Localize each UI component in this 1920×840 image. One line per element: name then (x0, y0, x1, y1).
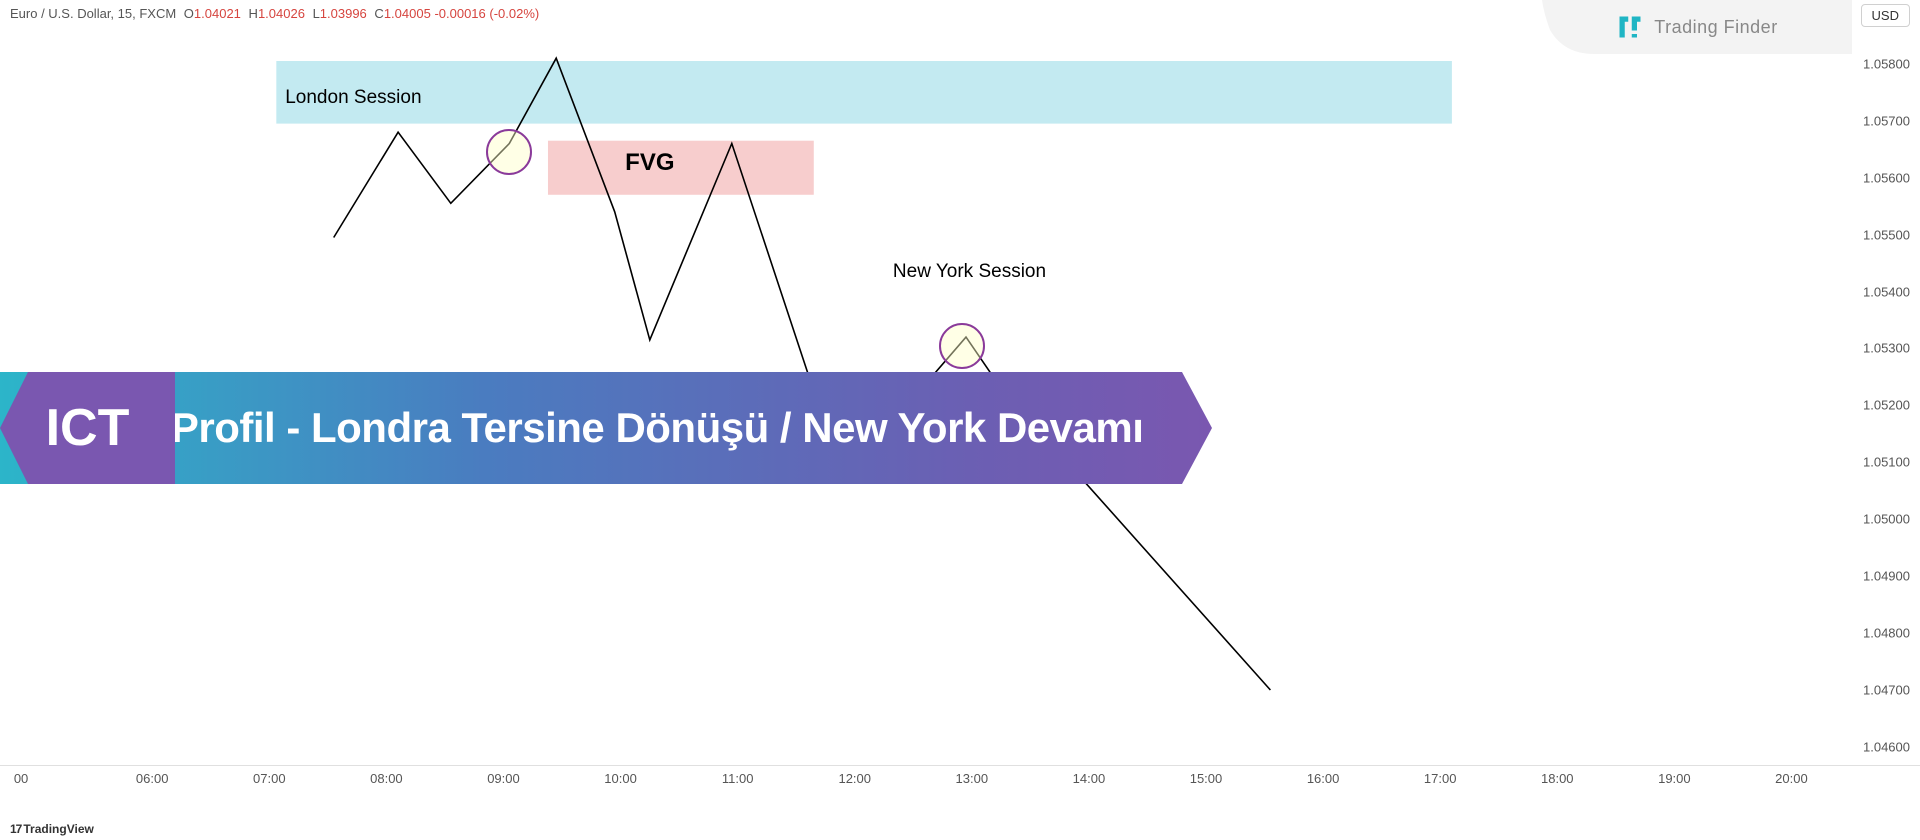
h-label: H (249, 6, 258, 21)
tradingview-footer-text: TradingView (23, 822, 93, 836)
y-tick: 1.05600 (1863, 170, 1910, 185)
ict-banner: ICT (0, 372, 175, 484)
y-tick: 1.04700 (1863, 683, 1910, 698)
y-tick: 1.05500 (1863, 227, 1910, 242)
tradingview-footer: 17TradingView (10, 822, 94, 836)
x-tick: 20:00 (1775, 771, 1808, 786)
x-tick: 14:00 (1073, 771, 1106, 786)
l-label: L (313, 6, 320, 21)
pair-label: Euro / U.S. Dollar, 15, FXCM (10, 6, 176, 21)
o-label: O (184, 6, 194, 21)
y-tick: 1.04900 (1863, 569, 1910, 584)
x-tick: 18:00 (1541, 771, 1574, 786)
x-tick: 17:00 (1424, 771, 1457, 786)
london-circle (486, 129, 532, 175)
x-tick: 16:00 (1307, 771, 1340, 786)
x-tick: 15:00 (1190, 771, 1223, 786)
title-banner-text: Günlük Profil - Londra Tersine Dönüşü / … (18, 404, 1143, 452)
y-tick: 1.05300 (1863, 341, 1910, 356)
change-val: -0.00016 (-0.02%) (434, 6, 539, 21)
y-tick: 1.05700 (1863, 113, 1910, 128)
c-val: 1.04005 (384, 6, 431, 21)
h-val: 1.04026 (258, 6, 305, 21)
x-tick: 07:00 (253, 771, 286, 786)
x-tick: 11:00 (722, 771, 754, 786)
x-tick: 10:00 (604, 771, 637, 786)
x-tick: 19:00 (1658, 771, 1691, 786)
x-tick: 08:00 (370, 771, 403, 786)
ohlc-strip: Euro / U.S. Dollar, 15, FXCM O1.04021 H1… (10, 6, 539, 21)
x-tick: 09:00 (487, 771, 520, 786)
ny-circle (939, 323, 985, 369)
title-banner: Günlük Profil - Londra Tersine Dönüşü / … (0, 372, 1212, 484)
l-val: 1.03996 (320, 6, 367, 21)
y-tick: 1.04800 (1863, 626, 1910, 641)
x-tick: 06:00 (136, 771, 169, 786)
c-label: C (374, 6, 383, 21)
ny-label: New York Session (893, 261, 1046, 283)
o-val: 1.04021 (194, 6, 241, 21)
supply-zone (276, 61, 1452, 124)
y-tick: 1.04600 (1863, 739, 1910, 754)
fvg-label: FVG (625, 149, 674, 177)
ict-banner-text: ICT (46, 398, 130, 458)
london-label: London Session (285, 87, 421, 109)
x-axis: 00 06:00 07:00 08:00 09:00 10:00 11:00 12:00 13:… (0, 766, 1850, 786)
x-tick: 12:00 (838, 771, 871, 786)
fvg-zone (548, 141, 814, 195)
x-tick: 00 (14, 771, 28, 786)
y-tick: 1.05200 (1863, 398, 1910, 413)
y-axis: 1.05800 1.05700 1.05600 1.05500 1.05400 1.053… (1855, 24, 1910, 764)
tradingview-logo-icon: 17 (10, 822, 21, 836)
y-tick: 1.05400 (1863, 284, 1910, 299)
y-tick: 1.05100 (1863, 455, 1910, 470)
x-tick: 13:00 (956, 771, 989, 786)
y-tick: 1.05800 (1863, 56, 1910, 71)
y-tick: 1.05000 (1863, 512, 1910, 527)
